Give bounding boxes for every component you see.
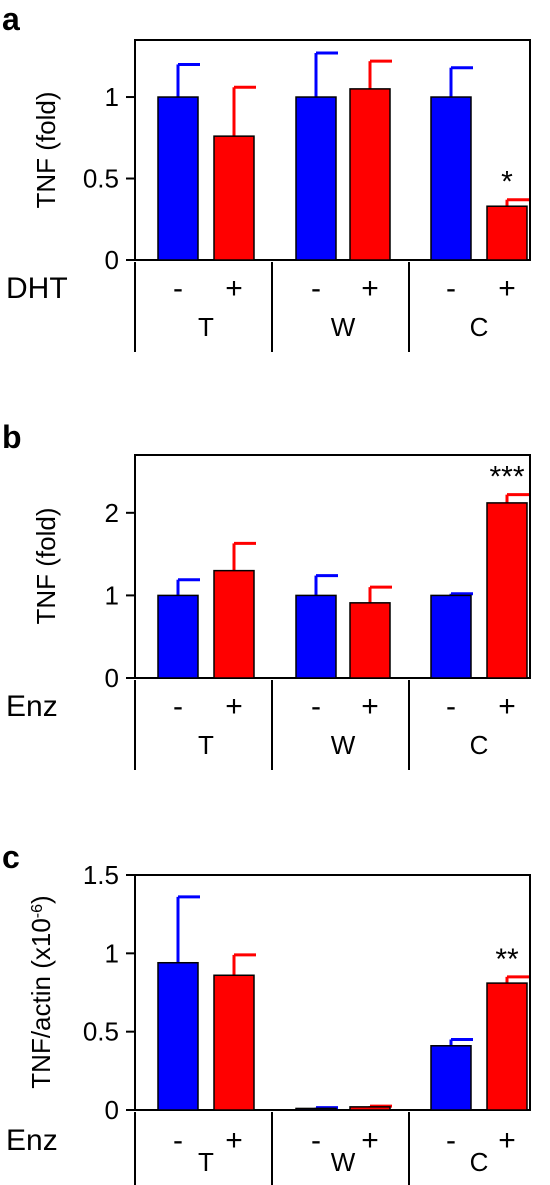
bar xyxy=(349,602,391,679)
bar xyxy=(157,961,199,1111)
treatment-label: + xyxy=(225,272,243,305)
bar xyxy=(349,88,391,261)
bar xyxy=(213,135,255,261)
treatment-label: + xyxy=(361,690,379,723)
y-tick-label: 1.5 xyxy=(83,860,119,890)
y-tick-label: 1 xyxy=(105,82,119,112)
treatment-label: - xyxy=(173,690,183,723)
y-tick-label: 0.5 xyxy=(83,164,119,194)
group-label: W xyxy=(331,1147,356,1177)
bar xyxy=(295,96,337,261)
condition-label: DHT xyxy=(6,272,68,305)
y-tick-label: 0 xyxy=(105,663,119,693)
y-axis-label-end: ) xyxy=(26,895,56,904)
group-label: C xyxy=(470,312,489,342)
panel-letter: b xyxy=(2,419,22,455)
treatment-label: - xyxy=(173,1124,183,1157)
y-tick-label: 0 xyxy=(105,245,119,275)
panel-letter: c xyxy=(2,839,20,875)
bar xyxy=(486,982,528,1111)
bar xyxy=(349,1106,391,1111)
y-axis-label: TNF (fold) xyxy=(31,508,61,625)
treatment-label: - xyxy=(311,272,321,305)
treatment-label: + xyxy=(361,272,379,305)
condition-label: Enz xyxy=(6,1124,58,1157)
treatment-label: + xyxy=(225,1124,243,1157)
bar xyxy=(486,205,528,261)
treatment-label: + xyxy=(498,272,516,305)
bar xyxy=(295,1107,337,1111)
bar xyxy=(157,594,199,679)
treatment-label: + xyxy=(361,1124,379,1157)
y-tick-label: 1 xyxy=(105,580,119,610)
panel-letter: a xyxy=(2,1,20,37)
treatment-label: - xyxy=(311,690,321,723)
group-label: T xyxy=(198,730,214,760)
bar xyxy=(430,1045,472,1111)
bar xyxy=(430,594,472,679)
treatment-label: - xyxy=(446,1124,456,1157)
condition-label: Enz xyxy=(6,690,58,723)
treatment-label: - xyxy=(311,1124,321,1157)
treatment-label: + xyxy=(225,690,243,723)
y-axis-label: TNF/actin (x10-6) xyxy=(26,895,56,1088)
group-label: C xyxy=(470,730,489,760)
group-label: C xyxy=(470,1147,489,1177)
bar xyxy=(486,502,528,679)
treatment-label: + xyxy=(498,690,516,723)
group-label: W xyxy=(331,730,356,760)
bar xyxy=(295,594,337,679)
significance-marker: *** xyxy=(489,461,524,494)
bar xyxy=(157,96,199,261)
group-label: T xyxy=(198,312,214,342)
treatment-label: + xyxy=(498,1124,516,1157)
bar xyxy=(213,569,255,679)
treatment-label: - xyxy=(446,690,456,723)
y-tick-label: 0.5 xyxy=(83,1017,119,1047)
bar xyxy=(213,974,255,1111)
treatment-label: - xyxy=(173,272,183,305)
y-axis-label: TNF (fold) xyxy=(31,92,61,209)
group-label: T xyxy=(198,1147,214,1177)
group-label: W xyxy=(331,312,356,342)
y-tick-label: 1 xyxy=(105,938,119,968)
treatment-label: - xyxy=(446,272,456,305)
y-tick-label: 0 xyxy=(105,1095,119,1125)
y-tick-label: 2 xyxy=(105,498,119,528)
significance-marker: * xyxy=(501,166,513,199)
bar xyxy=(430,96,472,261)
y-axis-label-superscript: -6 xyxy=(29,904,46,918)
significance-marker: ** xyxy=(495,943,519,976)
